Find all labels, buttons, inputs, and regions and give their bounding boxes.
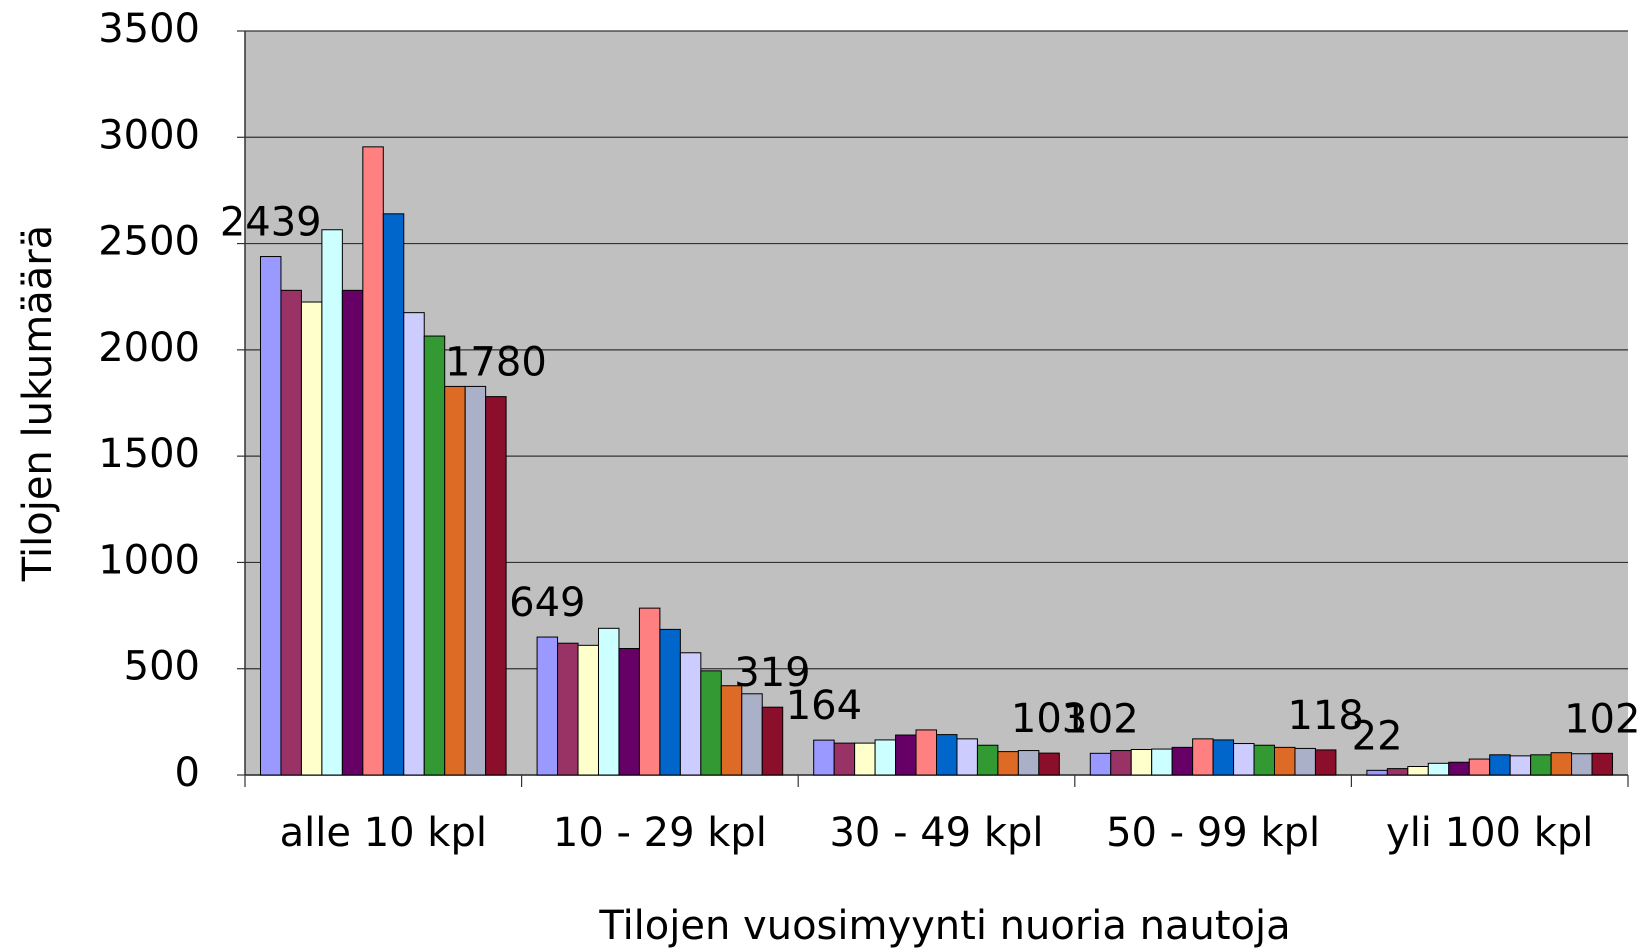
bar <box>741 693 763 776</box>
bar <box>577 644 599 776</box>
bar <box>1038 752 1060 776</box>
bar <box>618 648 640 776</box>
y-axis-title: Tilojen lukumäärä <box>15 225 61 582</box>
bar <box>1530 754 1552 776</box>
bar <box>679 652 702 776</box>
y-tick-label: 3500 <box>98 6 200 52</box>
bar <box>1366 769 1388 776</box>
bar <box>382 213 405 776</box>
bar <box>341 289 364 776</box>
bar <box>1314 749 1337 776</box>
bar <box>1089 752 1112 776</box>
bar <box>895 734 917 776</box>
y-tick-label: 1000 <box>98 537 200 583</box>
bar <box>444 385 466 776</box>
y-tick-label: 2500 <box>98 219 200 265</box>
bar <box>874 739 897 776</box>
y-tick-label: 3000 <box>98 112 200 158</box>
bar <box>1571 753 1593 776</box>
y-tick-label: 0 <box>175 750 200 796</box>
bar <box>1253 744 1276 776</box>
bar <box>485 396 507 776</box>
bar <box>1427 762 1450 776</box>
x-tick-label: alle 10 kpl <box>280 810 487 856</box>
bar <box>638 607 661 776</box>
data-label: 164 <box>786 683 862 729</box>
bar <box>1212 739 1235 776</box>
x-tick-label: 50 - 99 kpl <box>1106 810 1320 856</box>
bar <box>1448 761 1470 776</box>
y-tick-label: 1500 <box>98 431 200 477</box>
bar <box>557 642 579 776</box>
x-tick-label: 30 - 49 kpl <box>829 810 1043 856</box>
bar <box>997 751 1019 776</box>
data-label: 102 <box>1564 696 1640 742</box>
bar <box>1233 743 1255 776</box>
data-label: 102 <box>1062 696 1138 742</box>
x-tick-label: yli 100 kpl <box>1386 810 1593 856</box>
bar <box>1386 768 1409 776</box>
bar <box>423 335 446 776</box>
bar <box>1489 754 1511 776</box>
bar <box>956 738 978 776</box>
bar <box>597 627 620 776</box>
x-tick-label: 10 - 29 kpl <box>553 810 767 856</box>
bar <box>1151 748 1173 776</box>
bar <box>976 744 999 776</box>
data-label: 22 <box>1352 713 1403 759</box>
bar <box>936 734 958 776</box>
bar <box>1110 750 1132 776</box>
x-axis-title: Tilojen vuosimyynti nuoria nautoja <box>598 903 1290 949</box>
data-label: 103 <box>1011 696 1087 742</box>
bar <box>761 706 784 776</box>
bar <box>1130 748 1153 776</box>
data-label: 649 <box>509 580 585 626</box>
bar <box>403 312 425 776</box>
bar <box>854 742 876 776</box>
bar <box>1274 746 1296 776</box>
bar <box>1550 752 1573 776</box>
bar <box>1294 747 1316 776</box>
bar <box>259 256 282 776</box>
bar <box>720 685 743 776</box>
bar <box>280 289 302 776</box>
bar <box>1192 738 1214 776</box>
bar <box>1468 758 1491 776</box>
data-label: 2439 <box>220 200 322 246</box>
y-tick-label: 2000 <box>98 325 200 371</box>
bar <box>321 229 343 776</box>
data-label: 118 <box>1287 693 1363 739</box>
bar <box>700 670 722 776</box>
bar <box>833 742 856 776</box>
data-label: 1780 <box>445 340 547 386</box>
bar <box>1171 746 1194 776</box>
bar <box>659 628 681 776</box>
bar <box>362 146 384 776</box>
data-label: 319 <box>734 650 810 696</box>
bar <box>1509 755 1532 776</box>
bar <box>1407 765 1429 776</box>
bar <box>1017 750 1040 776</box>
y-tick-label: 500 <box>124 644 200 690</box>
bar <box>464 385 487 776</box>
bar <box>1591 752 1614 776</box>
bar <box>300 301 323 776</box>
bar <box>536 636 559 776</box>
bar <box>813 739 835 776</box>
bar <box>915 729 938 776</box>
